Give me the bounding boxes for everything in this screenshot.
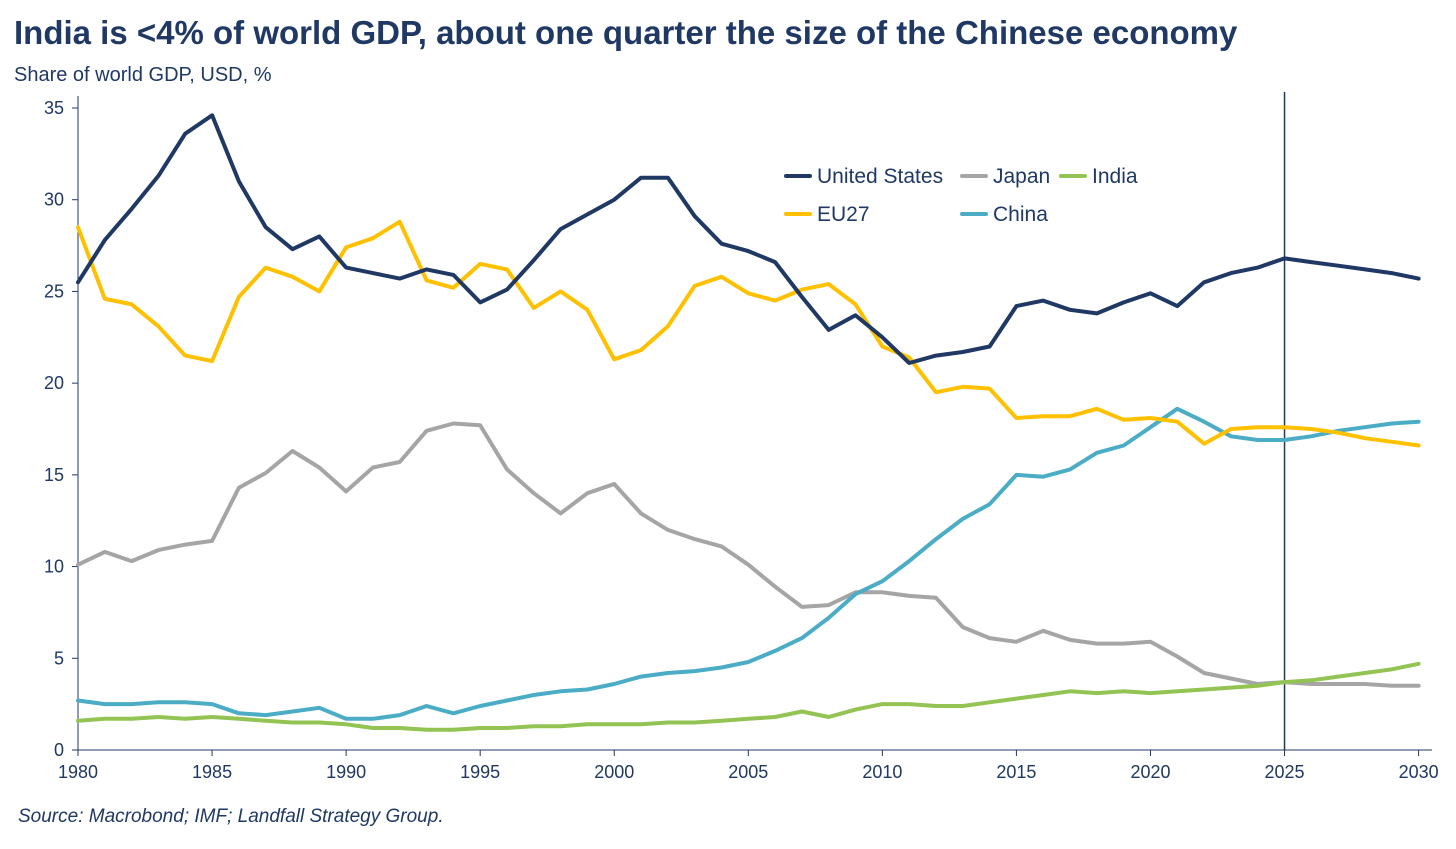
x-tick-label: 1990 (326, 762, 366, 782)
chart-source: Source: Macrobond; IMF; Landfall Strateg… (18, 806, 444, 827)
series-line-japan (76, 421, 1421, 688)
series-line-india (76, 661, 1421, 732)
y-tick-label: 35 (44, 98, 64, 118)
legend-label-japan: Japan (993, 165, 1050, 188)
y-tick-label: 0 (54, 740, 64, 760)
x-tick-label: 1985 (192, 762, 232, 782)
y-tick-label: 5 (54, 648, 64, 668)
legend-label-eu27: EU27 (817, 203, 870, 226)
y-tick-label: 25 (44, 281, 64, 301)
x-tick-label: 2005 (728, 762, 768, 782)
legend-label-united-states: United States (817, 165, 943, 188)
x-tick-label: 2010 (862, 762, 902, 782)
x-tick-label: 2015 (996, 762, 1036, 782)
series-line-united-states (76, 113, 1421, 365)
series-line-china (76, 406, 1421, 721)
x-tick-label: 2000 (594, 762, 634, 782)
chart-title: India is <4% of world GDP, about one qua… (14, 14, 1238, 51)
x-tick-label: 2020 (1130, 762, 1170, 782)
y-tick-label: 30 (44, 190, 64, 210)
legend: United States EU27 Japan India China (784, 165, 1138, 226)
x-tick-label: 2025 (1265, 762, 1305, 782)
y-tick-label: 20 (44, 373, 64, 393)
series-line-eu27 (76, 219, 1421, 448)
x-tick-label: 1995 (460, 762, 500, 782)
chart-subtitle: Share of world GDP, USD, % (14, 64, 272, 86)
y-tick-label: 10 (44, 557, 64, 577)
legend-label-india: India (1092, 165, 1138, 188)
series-lines (76, 113, 1421, 732)
legend-label-china: China (993, 203, 1048, 226)
y-tick-label: 15 (44, 465, 64, 485)
x-tick-label: 1980 (58, 762, 98, 782)
x-tick-label: 2030 (1399, 762, 1439, 782)
